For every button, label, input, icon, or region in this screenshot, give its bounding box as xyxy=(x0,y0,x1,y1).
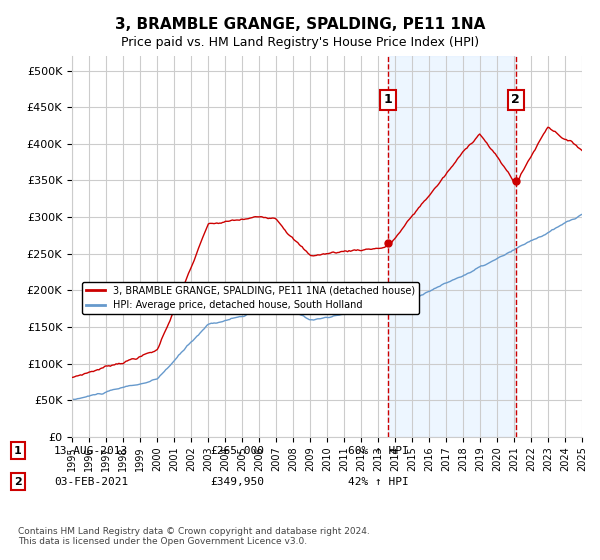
Text: 1: 1 xyxy=(384,94,392,106)
Text: 2: 2 xyxy=(511,94,520,106)
Text: 42% ↑ HPI: 42% ↑ HPI xyxy=(348,477,409,487)
Point xyxy=(511,176,520,185)
Text: 3, BRAMBLE GRANGE, SPALDING, PE11 1NA: 3, BRAMBLE GRANGE, SPALDING, PE11 1NA xyxy=(115,17,485,32)
Text: 03-FEB-2021: 03-FEB-2021 xyxy=(54,477,128,487)
Text: 13-AUG-2013: 13-AUG-2013 xyxy=(54,446,128,456)
Text: 2: 2 xyxy=(14,477,22,487)
Point xyxy=(383,238,393,247)
Text: £265,000: £265,000 xyxy=(210,446,264,456)
Legend: 3, BRAMBLE GRANGE, SPALDING, PE11 1NA (detached house), HPI: Average price, deta: 3, BRAMBLE GRANGE, SPALDING, PE11 1NA (d… xyxy=(82,282,419,314)
Text: Price paid vs. HM Land Registry's House Price Index (HPI): Price paid vs. HM Land Registry's House … xyxy=(121,36,479,49)
Text: 1: 1 xyxy=(14,446,22,456)
Bar xyxy=(388,56,515,437)
Text: 60% ↑ HPI: 60% ↑ HPI xyxy=(348,446,409,456)
Text: £349,950: £349,950 xyxy=(210,477,264,487)
Text: Contains HM Land Registry data © Crown copyright and database right 2024.
This d: Contains HM Land Registry data © Crown c… xyxy=(18,526,370,546)
